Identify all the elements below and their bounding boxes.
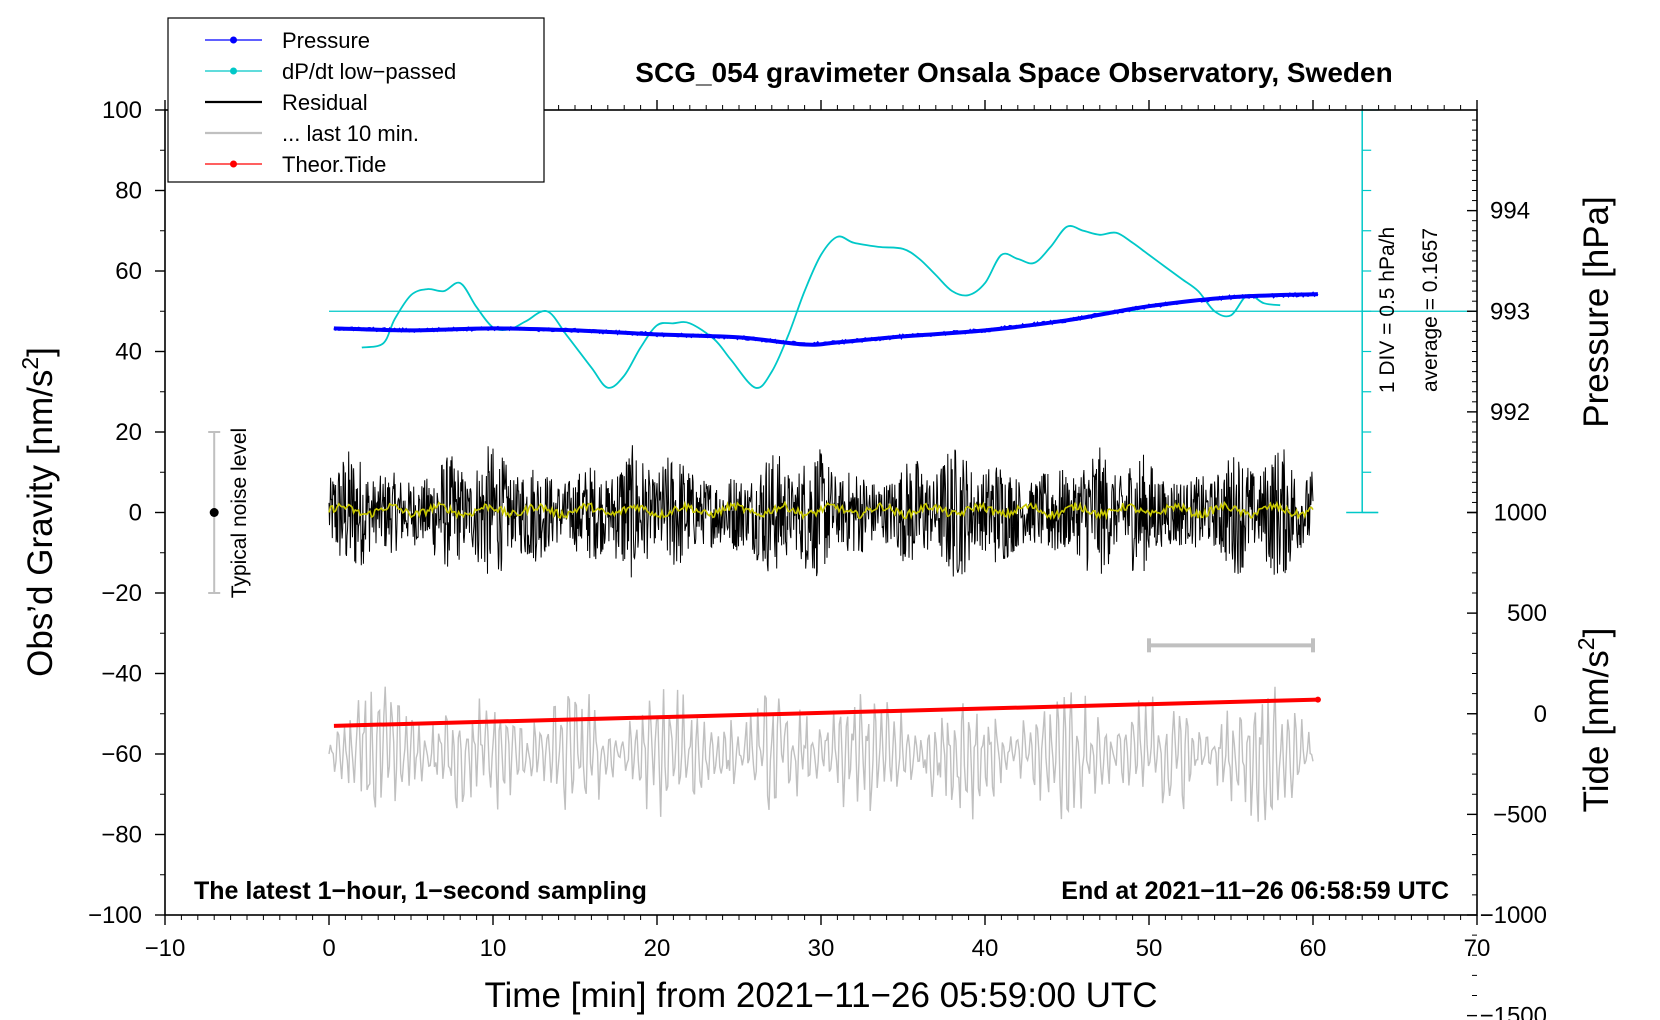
y-tick-label-tide: 0 bbox=[1534, 701, 1547, 728]
y-tick-label-left: 20 bbox=[115, 419, 142, 446]
noise-bar-center bbox=[209, 508, 219, 517]
legend-label: dP/dt low−passed bbox=[282, 59, 456, 84]
x-tick-label: 60 bbox=[1300, 935, 1327, 962]
legend-label: Theor.Tide bbox=[282, 152, 386, 177]
y-axis-label-left: Obs’d Gravity [nm/s2] bbox=[17, 347, 60, 677]
annotation-bottom-right: End at 2021−11−26 06:58:59 UTC bbox=[1061, 877, 1449, 905]
dpdt-average-label: average = 0.1657 bbox=[1419, 228, 1442, 392]
axis-ticks: −10 0 10 20 30 40 50 60 70100806040200−20−40−60−… bbox=[88, 97, 1547, 1020]
y-tick-label-left: 80 bbox=[115, 178, 142, 205]
x-tick-label: 0 bbox=[322, 935, 335, 962]
y-tick-label-left: 0 bbox=[129, 500, 142, 527]
legend-item: Residual bbox=[205, 90, 368, 115]
y-tick-label-tide: 1000 bbox=[1494, 500, 1547, 527]
chart-title: SCG_054 gravimeter Onsala Space Observat… bbox=[635, 57, 1392, 88]
residual-smoothed-series bbox=[328, 500, 1314, 521]
legend-item: ... last 10 min. bbox=[205, 121, 419, 146]
y-axis-label-pressure: Pressure [hPa] bbox=[1577, 196, 1616, 428]
annotation-bottom-left: The latest 1−hour, 1−second sampling bbox=[194, 877, 647, 905]
y-tick-label-tide: −1000 bbox=[1480, 902, 1547, 929]
y-tick-label-left: −60 bbox=[101, 741, 142, 768]
y-tick-label-left: −100 bbox=[88, 902, 142, 929]
legend-swatch-marker bbox=[230, 67, 237, 75]
y-tick-label-left: 100 bbox=[102, 97, 142, 124]
y-axis-label-tide: Tide [nm/s2] bbox=[1573, 628, 1616, 813]
x-tick-label: 40 bbox=[972, 935, 999, 962]
x-tick-label: 70 bbox=[1464, 935, 1491, 962]
x-tick-label: −10 bbox=[145, 935, 186, 962]
y-tick-label-tide: −500 bbox=[1493, 801, 1547, 828]
y-tick-label-tide: 500 bbox=[1507, 600, 1547, 627]
y-tick-label-tide: −1500 bbox=[1480, 1003, 1547, 1020]
last-10-min-series bbox=[328, 686, 1314, 822]
y-tick-label-left: 60 bbox=[115, 258, 142, 285]
tide-end-point bbox=[1314, 696, 1321, 703]
y-tick-label-left: −80 bbox=[101, 822, 142, 849]
legend-swatch-marker bbox=[230, 160, 237, 168]
residual-series bbox=[328, 445, 1314, 578]
x-axis-label: Time [min] from 2021−11−26 05:59:00 UTC bbox=[484, 976, 1157, 1015]
x-tick-label: 10 bbox=[480, 935, 507, 962]
legend-label: Pressure bbox=[282, 28, 370, 53]
y-tick-label-pressure: 994 bbox=[1490, 198, 1530, 225]
y-tick-label-pressure: 993 bbox=[1490, 298, 1530, 325]
tide-series bbox=[333, 697, 1318, 728]
legend-swatch-marker bbox=[230, 36, 237, 44]
y-tick-label-left: 40 bbox=[115, 339, 142, 366]
plot-frame bbox=[164, 109, 1478, 916]
x-tick-label: 20 bbox=[644, 935, 671, 962]
series-layer bbox=[208, 109, 1477, 822]
dpdt-scale-label: 1 DIV = 0.5 hPa/h bbox=[1376, 227, 1399, 393]
x-tick-label: 30 bbox=[808, 935, 835, 962]
legend: Pressure dP/dt low−passed Residual ... last… bbox=[167, 17, 545, 183]
legend-item: Pressure bbox=[205, 28, 370, 53]
legend-item: dP/dt low−passed bbox=[205, 59, 456, 84]
legend-box bbox=[167, 17, 545, 183]
legend-label: ... last 10 min. bbox=[282, 121, 419, 146]
pressure-jitter-series bbox=[333, 291, 1319, 347]
legend-label: Residual bbox=[282, 90, 368, 115]
y-tick-label-left: −20 bbox=[101, 580, 142, 607]
y-tick-label-pressure: 992 bbox=[1490, 399, 1530, 426]
noise-level-label: Typical noise level bbox=[228, 428, 251, 598]
text-layer: SCG_054 gravimeter Onsala Space Observat… bbox=[17, 57, 1616, 1015]
legend-item: Theor.Tide bbox=[205, 152, 386, 177]
x-tick-label: 50 bbox=[1136, 935, 1163, 962]
y-tick-label-left: −40 bbox=[101, 661, 142, 688]
